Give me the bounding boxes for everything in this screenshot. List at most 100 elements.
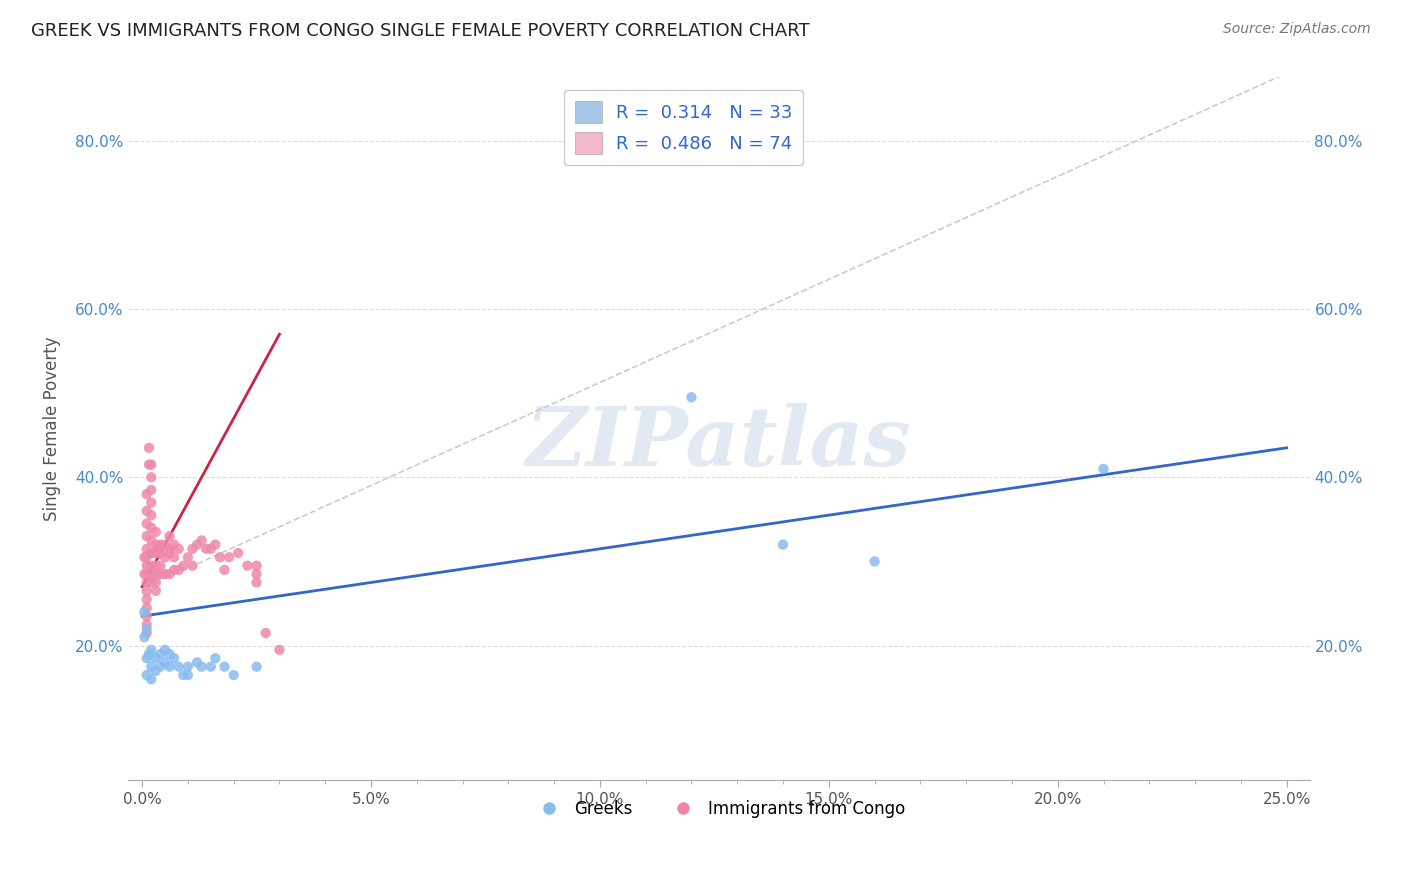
Point xyxy=(153,550,176,565)
Point xyxy=(138,647,160,661)
Point xyxy=(145,524,167,539)
Point xyxy=(863,554,886,568)
Point xyxy=(141,567,163,582)
Point xyxy=(142,546,165,560)
Point xyxy=(245,558,267,573)
Point xyxy=(141,458,163,472)
Point xyxy=(149,546,172,560)
Legend: Greeks, Immigrants from Congo: Greeks, Immigrants from Congo xyxy=(526,793,911,825)
Point xyxy=(200,659,222,673)
Point xyxy=(135,668,157,682)
Point xyxy=(204,538,226,552)
Point xyxy=(177,550,200,565)
Point xyxy=(145,575,167,590)
Point xyxy=(214,563,236,577)
Point xyxy=(149,647,172,661)
Point xyxy=(141,508,163,523)
Point xyxy=(145,651,167,665)
Point xyxy=(245,659,267,673)
Point xyxy=(172,558,194,573)
Point xyxy=(135,558,157,573)
Point xyxy=(135,567,157,582)
Point xyxy=(245,575,267,590)
Point xyxy=(172,668,194,682)
Point xyxy=(149,659,172,673)
Point xyxy=(163,563,186,577)
Point xyxy=(135,529,157,543)
Point xyxy=(163,550,186,565)
Point xyxy=(135,583,157,598)
Point xyxy=(186,538,208,552)
Point xyxy=(141,575,163,590)
Point xyxy=(153,656,176,670)
Point xyxy=(138,441,160,455)
Point xyxy=(135,617,157,632)
Point xyxy=(141,495,163,509)
Text: ZIPatlas: ZIPatlas xyxy=(526,403,911,483)
Point xyxy=(149,567,172,582)
Point xyxy=(167,659,190,673)
Point xyxy=(135,592,157,607)
Point xyxy=(146,541,169,556)
Point xyxy=(190,533,212,548)
Point xyxy=(141,521,163,535)
Point xyxy=(145,583,167,598)
Point xyxy=(226,546,249,560)
Point xyxy=(167,541,190,556)
Point xyxy=(135,626,157,640)
Point xyxy=(190,659,212,673)
Point xyxy=(254,626,277,640)
Point xyxy=(245,567,267,582)
Point xyxy=(141,643,163,657)
Point xyxy=(134,550,156,565)
Point xyxy=(141,470,163,484)
Point xyxy=(163,538,186,552)
Text: GREEK VS IMMIGRANTS FROM CONGO SINGLE FEMALE POVERTY CORRELATION CHART: GREEK VS IMMIGRANTS FROM CONGO SINGLE FE… xyxy=(31,22,810,40)
Point xyxy=(145,558,167,573)
Point xyxy=(134,630,156,644)
Point xyxy=(181,541,204,556)
Point xyxy=(135,516,157,531)
Point xyxy=(177,668,200,682)
Point xyxy=(159,546,181,560)
Point xyxy=(177,659,200,673)
Point xyxy=(134,605,156,619)
Point xyxy=(145,567,167,582)
Point xyxy=(159,541,181,556)
Point xyxy=(135,651,157,665)
Point xyxy=(135,575,157,590)
Point xyxy=(222,668,245,682)
Point xyxy=(145,538,167,552)
Point xyxy=(141,546,163,560)
Point xyxy=(135,550,157,565)
Point xyxy=(159,529,181,543)
Point xyxy=(200,541,222,556)
Point xyxy=(186,656,208,670)
Point xyxy=(1092,462,1115,476)
Point xyxy=(135,541,157,556)
Point xyxy=(681,390,703,404)
Point xyxy=(135,600,157,615)
Point xyxy=(145,664,167,678)
Point xyxy=(195,541,218,556)
Point xyxy=(214,659,236,673)
Point xyxy=(134,567,156,582)
Point xyxy=(135,487,157,501)
Point xyxy=(135,609,157,624)
Point xyxy=(149,558,172,573)
Point xyxy=(159,567,181,582)
Y-axis label: Single Female Poverty: Single Female Poverty xyxy=(44,336,60,521)
Point xyxy=(145,546,167,560)
Point xyxy=(141,533,163,548)
Point xyxy=(141,673,163,687)
Point xyxy=(149,538,172,552)
Point xyxy=(218,550,240,565)
Point xyxy=(167,563,190,577)
Point xyxy=(772,538,794,552)
Point xyxy=(141,659,163,673)
Point xyxy=(163,651,186,665)
Point xyxy=(153,538,176,552)
Point xyxy=(159,647,181,661)
Point xyxy=(138,458,160,472)
Point xyxy=(204,651,226,665)
